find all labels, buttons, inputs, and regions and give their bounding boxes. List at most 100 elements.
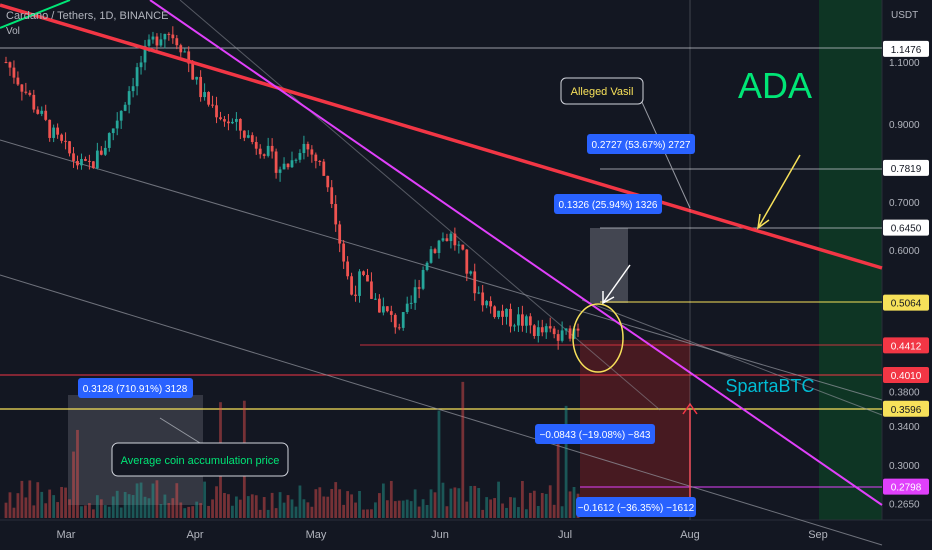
candle-body — [64, 140, 67, 142]
volume-bar — [326, 496, 330, 518]
volume-bar — [385, 500, 389, 518]
candle-body — [103, 147, 107, 155]
svg-text:0.6450: 0.6450 — [891, 224, 922, 235]
red-measure-arrow — [682, 402, 698, 415]
candle-body — [167, 33, 171, 35]
svg-text:−0.1612 (−36.35%) −1612: −0.1612 (−36.35%) −1612 — [578, 503, 695, 514]
time-axis: Mar Apr May Jun Jul Aug Sep — [57, 529, 828, 541]
volume-bar — [52, 495, 56, 518]
volume-bar — [338, 489, 342, 518]
volume-bar — [334, 482, 338, 518]
svg-text:−0.0843 (−19.08%) −843: −0.0843 (−19.08%) −843 — [540, 430, 651, 441]
volume-bar — [429, 489, 433, 518]
price-label-chip: 0.7819 — [883, 159, 929, 176]
candle-body — [528, 316, 532, 326]
price-axis-bg — [882, 0, 932, 520]
volume-bar — [485, 497, 489, 518]
volume-bar — [437, 410, 441, 518]
volume-bar — [552, 504, 556, 518]
volume-bar — [413, 489, 417, 518]
volume-bar — [167, 503, 171, 518]
volume-bar — [374, 502, 377, 518]
candle-body — [572, 328, 576, 339]
price-label-chip: 0.4010 — [883, 366, 929, 383]
candle-body — [235, 118, 238, 122]
volume-bar — [95, 495, 99, 518]
volume-bar — [179, 502, 183, 518]
volume-bar — [60, 487, 63, 518]
candle-body — [326, 175, 330, 188]
volume-bar — [513, 497, 516, 518]
white-arrow — [602, 264, 631, 304]
price-label-chip: 0.6450 — [883, 219, 929, 236]
ada-label: ADA — [738, 65, 812, 106]
volume-bar — [207, 505, 210, 518]
candle-body — [477, 292, 481, 294]
candle-body — [163, 33, 167, 40]
candle-body — [389, 311, 393, 315]
candle-body — [322, 161, 326, 176]
candle-body — [278, 169, 282, 173]
measure-label-4: −0.0843 (−19.08%) −843 — [535, 424, 655, 444]
volume-bar — [139, 482, 143, 518]
candle-body — [139, 62, 143, 68]
month-label: Sep — [808, 529, 828, 541]
candle-body — [441, 238, 445, 241]
volume-bar — [115, 490, 119, 518]
svg-text:Alleged Vasil: Alleged Vasil — [571, 86, 634, 98]
candle-body — [250, 135, 254, 142]
candle-body — [481, 292, 485, 306]
volume-bar — [342, 504, 346, 518]
volume-bar — [362, 509, 365, 518]
volume-bar — [16, 493, 20, 518]
volume-bar — [461, 381, 465, 518]
candle-body — [457, 244, 461, 246]
volume-bar — [56, 502, 60, 518]
volume-bar — [103, 505, 107, 518]
svg-text:Average coin accumulation pric: Average coin accumulation price — [121, 455, 280, 467]
candle-body — [274, 151, 278, 173]
volume-bar — [266, 509, 270, 518]
svg-text:0.1326 (25.94%) 1326: 0.1326 (25.94%) 1326 — [559, 200, 658, 211]
volume-bar — [378, 493, 381, 518]
price-tick: 0.3400 — [889, 422, 920, 433]
month-label: Jul — [558, 529, 572, 541]
candle-body — [517, 314, 520, 326]
candle-body — [397, 327, 401, 329]
volume-bar — [417, 506, 421, 518]
candle-body — [242, 130, 246, 138]
volume-label: Vol — [6, 26, 20, 37]
volume-bar — [572, 486, 576, 518]
volume-bar — [445, 506, 449, 518]
volume-bar — [477, 488, 481, 518]
volume-bar — [489, 499, 493, 518]
volume-bar — [48, 489, 52, 518]
candle-body — [262, 154, 266, 156]
volume-bar — [203, 481, 206, 518]
red-trendline[interactable] — [0, 3, 883, 270]
candle-body — [143, 45, 147, 63]
channel-lower-gray — [0, 274, 883, 546]
magenta-trendline[interactable] — [149, 0, 883, 506]
candle-body — [429, 249, 433, 263]
candle-body — [183, 51, 187, 53]
green-trendline[interactable] — [0, 0, 71, 29]
volume-bar — [294, 506, 298, 518]
candle-body — [115, 120, 119, 129]
candle-body — [211, 104, 214, 106]
volume-bar — [155, 480, 159, 518]
price-label-chip: 0.5064 — [883, 294, 929, 311]
volume-bar — [282, 502, 286, 518]
author-label: SpartaBTC — [725, 376, 814, 396]
volume-bar — [123, 491, 127, 518]
volume-bar — [354, 502, 357, 518]
candle-body — [8, 62, 12, 68]
candle-body — [12, 67, 16, 78]
volume-bar — [469, 486, 473, 518]
price-label-chip: 0.3596 — [883, 400, 929, 417]
volume-bar — [88, 503, 91, 518]
candle-body — [298, 153, 302, 160]
volume-bar — [147, 498, 151, 518]
volume-bar — [32, 505, 36, 518]
